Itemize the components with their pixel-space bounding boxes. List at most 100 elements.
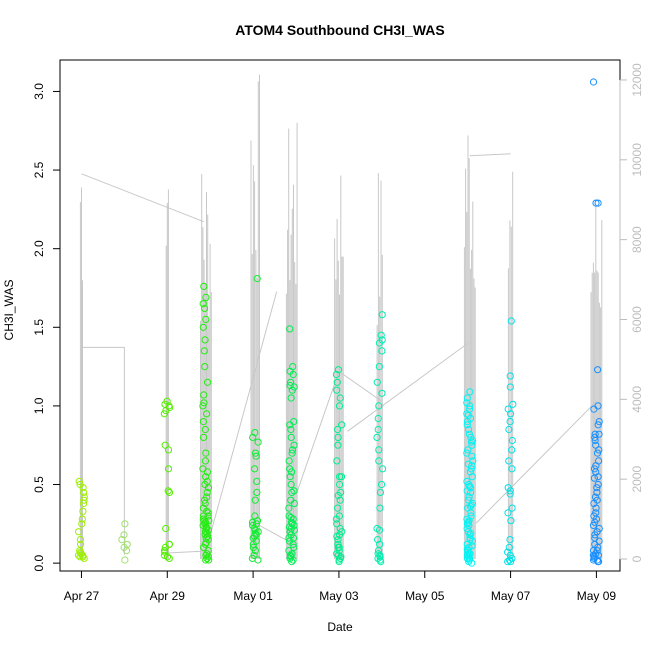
data-point bbox=[199, 402, 207, 410]
y-tick-label: 0.5 bbox=[32, 476, 46, 493]
data-point bbox=[203, 488, 211, 496]
data-point bbox=[379, 465, 387, 473]
data-point bbox=[204, 484, 213, 492]
data-point bbox=[375, 339, 383, 347]
data-point bbox=[251, 532, 259, 541]
data-point bbox=[504, 558, 512, 566]
data-point bbox=[75, 528, 83, 536]
data-point bbox=[254, 438, 262, 446]
x-axis-label: Date bbox=[327, 620, 353, 634]
data-point bbox=[378, 389, 386, 397]
altitude-transit-1 bbox=[81, 346, 125, 555]
data-point bbox=[375, 526, 384, 534]
data-point bbox=[200, 282, 208, 290]
data-point bbox=[335, 402, 344, 410]
data-point bbox=[290, 441, 298, 449]
data-point bbox=[200, 399, 208, 407]
data-point bbox=[375, 457, 383, 465]
altitude-transit-6 bbox=[469, 153, 511, 157]
data-point bbox=[378, 311, 386, 319]
data-point bbox=[505, 425, 513, 434]
x-tick-label: May 09 bbox=[577, 589, 617, 603]
data-point bbox=[468, 473, 476, 481]
data-point bbox=[333, 378, 341, 386]
data-point bbox=[378, 480, 386, 489]
data-point bbox=[468, 537, 477, 545]
data-point bbox=[464, 411, 472, 419]
data-point bbox=[375, 363, 383, 371]
data-point bbox=[160, 410, 168, 418]
data-point bbox=[509, 400, 517, 408]
data-point bbox=[199, 300, 207, 308]
series-may03 bbox=[332, 366, 346, 566]
data-point bbox=[589, 521, 598, 530]
data-point bbox=[289, 370, 297, 379]
y-tick-label: 1.5 bbox=[32, 319, 46, 336]
altitude-trace-layer bbox=[79, 74, 603, 559]
data-point bbox=[466, 388, 474, 396]
series-apr28 bbox=[118, 520, 131, 564]
data-point bbox=[508, 504, 516, 512]
y-axis-label: CH3I_WAS bbox=[2, 280, 16, 341]
data-point bbox=[333, 532, 341, 541]
data-point bbox=[79, 507, 87, 515]
data-point bbox=[508, 436, 516, 445]
data-point bbox=[290, 526, 298, 534]
data-point bbox=[469, 436, 477, 445]
data-point bbox=[251, 496, 259, 504]
data-point bbox=[201, 457, 209, 465]
y2-tick-label: 0 bbox=[630, 555, 644, 562]
y2-tick-label: 4000 bbox=[630, 386, 644, 413]
y-tick-label: 3.0 bbox=[32, 83, 46, 100]
data-point bbox=[508, 446, 516, 454]
data-point bbox=[377, 331, 385, 339]
data-point bbox=[203, 468, 211, 476]
y2-tick-label: 10000 bbox=[630, 143, 644, 177]
data-points-layer bbox=[74, 78, 603, 567]
data-point bbox=[506, 383, 514, 391]
data-point bbox=[202, 556, 210, 564]
data-point bbox=[376, 504, 384, 512]
data-point bbox=[376, 553, 384, 561]
data-point bbox=[285, 534, 293, 542]
series-apr30 bbox=[199, 282, 213, 564]
data-point bbox=[120, 531, 128, 539]
altitude-transit-0 bbox=[81, 173, 204, 223]
data-point bbox=[338, 421, 346, 429]
series-may07 bbox=[504, 317, 517, 566]
data-point bbox=[592, 504, 600, 512]
data-point bbox=[468, 559, 476, 567]
data-point bbox=[464, 460, 472, 468]
data-point bbox=[594, 473, 602, 481]
data-point bbox=[253, 488, 261, 496]
data-point bbox=[205, 517, 213, 525]
data-point bbox=[286, 421, 294, 429]
data-point bbox=[200, 347, 208, 355]
data-point bbox=[251, 529, 259, 537]
data-point bbox=[200, 517, 208, 525]
data-point bbox=[334, 504, 342, 512]
data-point bbox=[251, 547, 259, 555]
data-point bbox=[165, 554, 173, 563]
data-point bbox=[377, 558, 385, 566]
data-point bbox=[591, 531, 599, 539]
data-point bbox=[591, 430, 599, 438]
data-point bbox=[463, 449, 471, 457]
series-may09 bbox=[589, 78, 603, 566]
data-point bbox=[508, 465, 516, 473]
data-point bbox=[288, 449, 296, 457]
data-point bbox=[249, 540, 257, 548]
data-point bbox=[201, 425, 209, 434]
y2-tick-label: 6000 bbox=[630, 306, 644, 333]
data-point bbox=[378, 347, 386, 355]
data-point bbox=[595, 418, 603, 426]
data-point bbox=[465, 517, 473, 525]
altitude-flight-6 bbox=[376, 173, 383, 559]
data-point bbox=[199, 512, 207, 520]
data-point bbox=[287, 378, 295, 386]
data-point bbox=[336, 473, 344, 481]
data-point bbox=[595, 446, 603, 454]
data-point bbox=[466, 468, 474, 476]
data-point bbox=[287, 394, 295, 402]
